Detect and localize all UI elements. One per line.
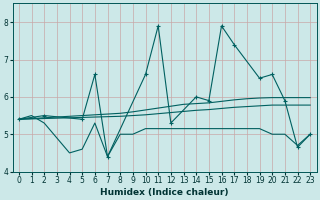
X-axis label: Humidex (Indice chaleur): Humidex (Indice chaleur) <box>100 188 229 197</box>
